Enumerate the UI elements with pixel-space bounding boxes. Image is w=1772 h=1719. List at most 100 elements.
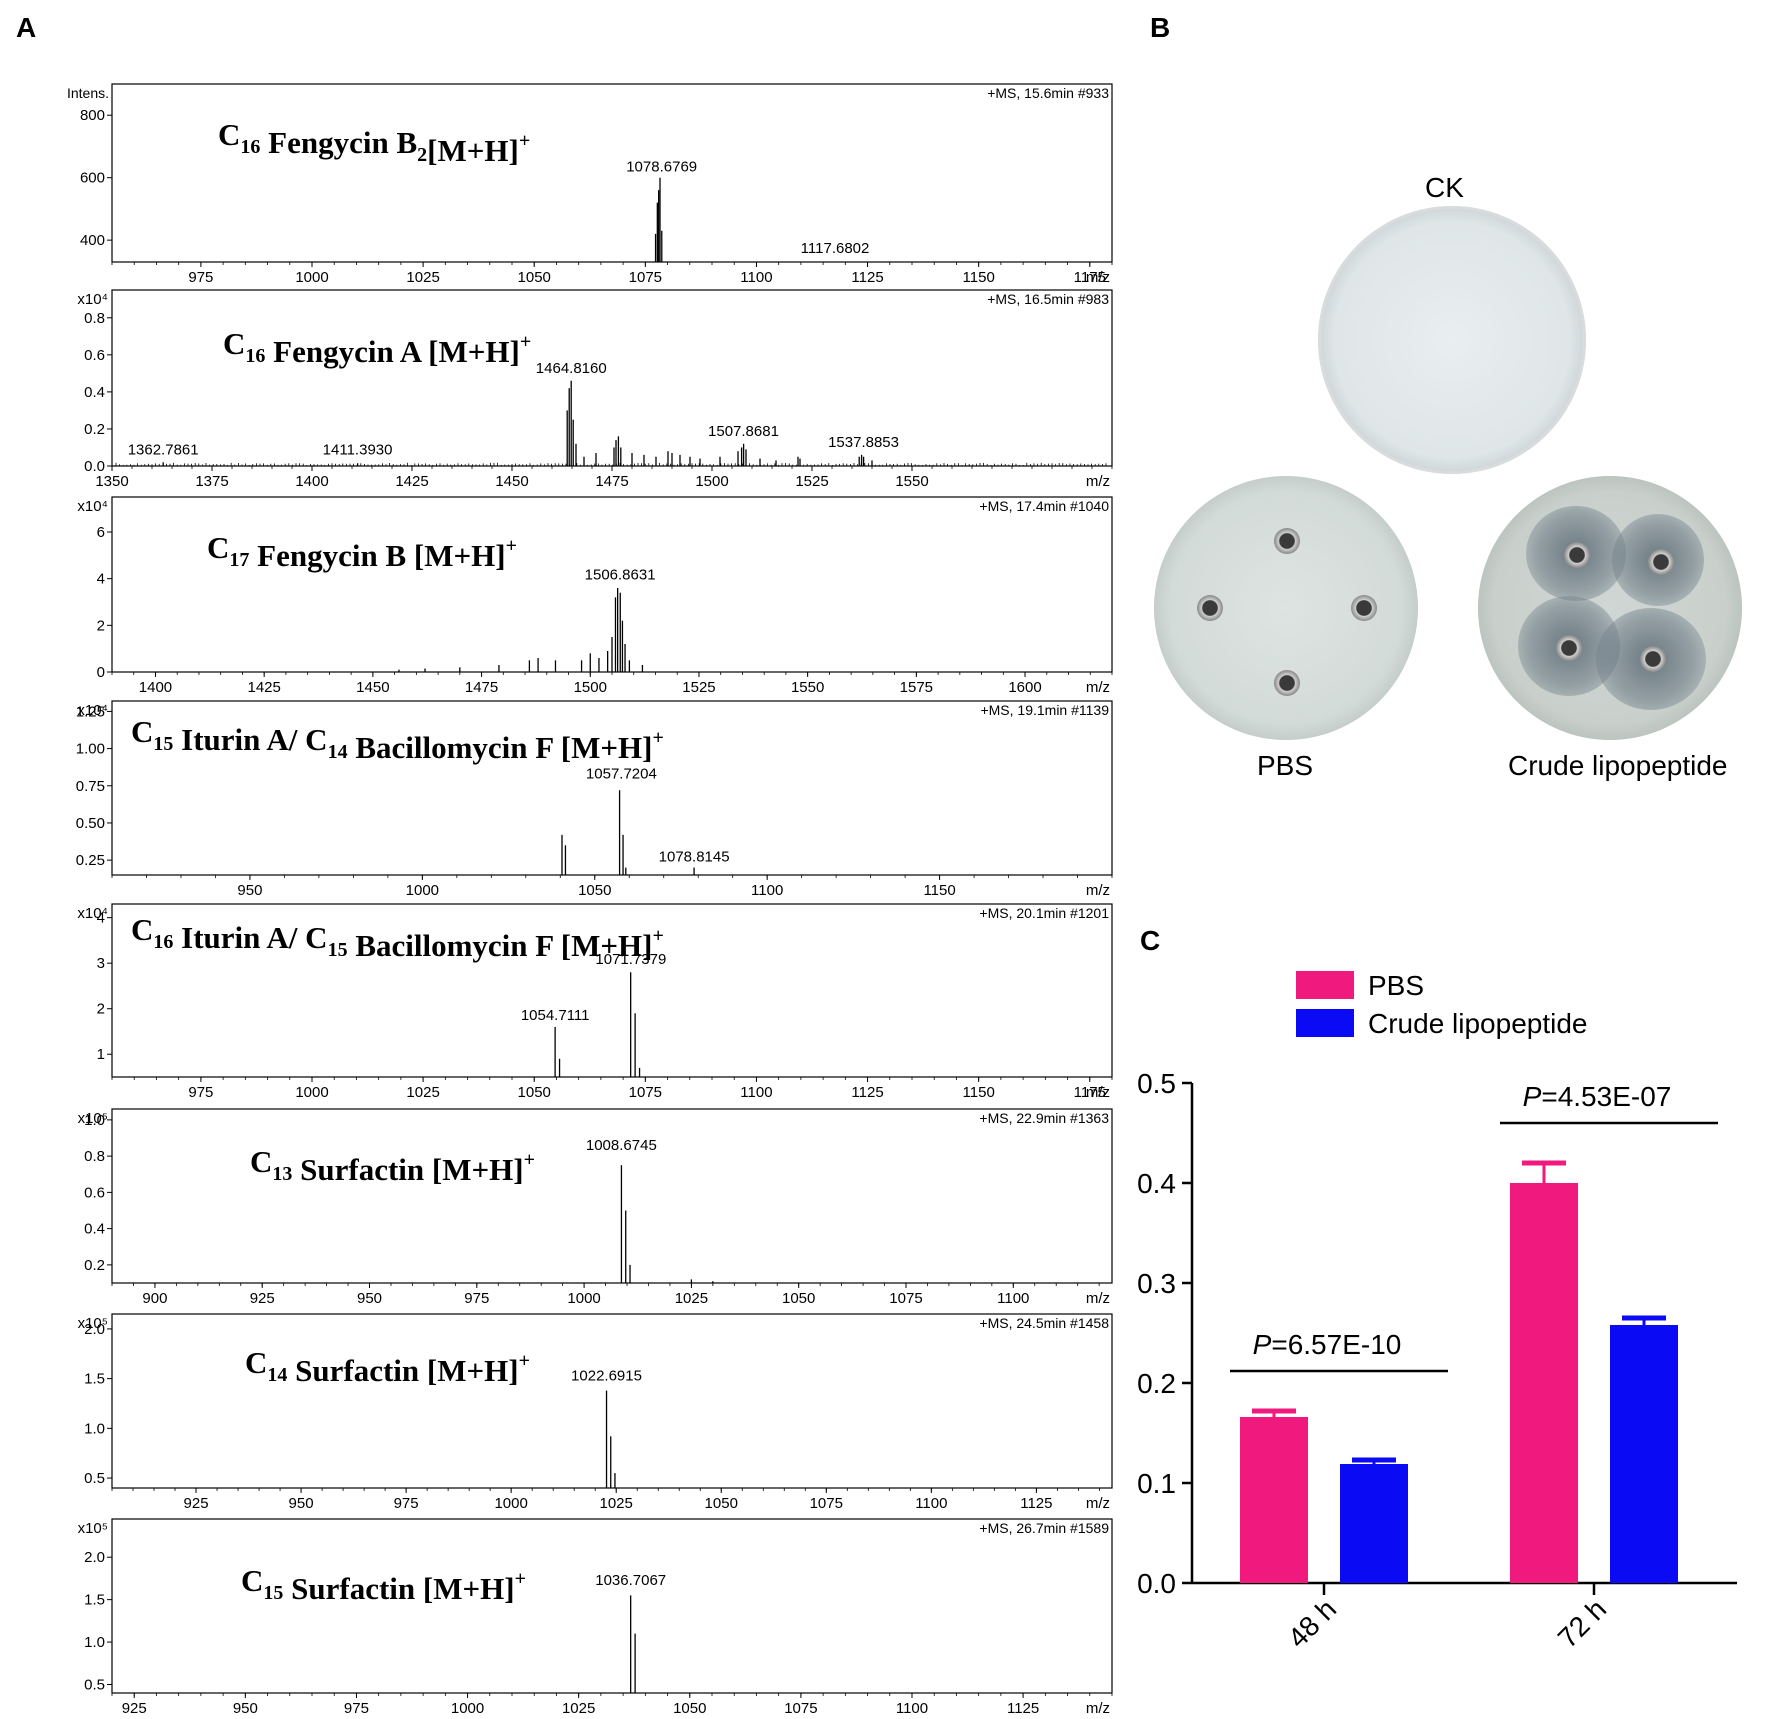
y-tick-label: 0.50 <box>76 815 105 832</box>
spectrum-frame <box>111 1313 1113 1489</box>
x-tick-label: 1050 <box>673 1700 706 1717</box>
x-tick-label: 1350 <box>95 473 128 490</box>
y-tick-label: 0.0 <box>84 458 105 475</box>
x-tick-label: 950 <box>237 882 262 899</box>
title-post: [M+H] <box>432 1152 524 1187</box>
x-tick-label: 1075 <box>629 269 662 286</box>
title-sub: 14 <box>267 1364 287 1386</box>
x-tick-label: 1025 <box>562 1700 595 1717</box>
title-pre: C <box>223 326 245 361</box>
title-sup: + <box>653 727 664 749</box>
peak-label: 1054.7111 <box>521 1007 590 1024</box>
legend-swatch-pbs <box>1296 971 1354 999</box>
y-tick-label: 0.5 <box>84 1470 105 1487</box>
title-mid: Surfactin <box>283 1571 423 1606</box>
peak-label: 1078.6769 <box>626 159 697 176</box>
y-tick-label: 0.4 <box>1137 1168 1176 1199</box>
compound-title: C14 Surfactin [M+H]+ <box>245 1345 530 1388</box>
title-sub: 15 <box>263 1582 283 1604</box>
well-pbs-top <box>1274 528 1300 554</box>
title-mid: Iturin A/ C <box>173 722 327 757</box>
x-tick-label: 1150 <box>923 882 955 899</box>
x-tick-label: 1450 <box>356 679 389 696</box>
peak-label: 1071.7379 <box>595 951 666 968</box>
x-tick-label: 1550 <box>791 679 824 696</box>
scan-info: +MS, 16.5min #983 <box>987 291 1109 307</box>
x-tick-label: 1500 <box>574 679 607 696</box>
panel-label-a: A <box>16 12 37 43</box>
y-tick-label: 0.2 <box>84 421 105 438</box>
y-tick-label: 0.8 <box>84 1148 105 1165</box>
mass-spectra-panel: 975 1000 1025 1050 1075 1100 1125 1150 1175m/z40… <box>67 83 1113 1717</box>
peak-label: 1117.6802 <box>801 240 870 257</box>
x-tick-label: 1075 <box>889 1290 922 1307</box>
title-mid: Surfactin <box>287 1353 427 1388</box>
x-tick-label: 1150 <box>963 269 995 286</box>
title-sub2: 15 <box>328 939 348 961</box>
well-crude-4 <box>1640 646 1666 672</box>
y-tick-label: 2 <box>97 617 105 634</box>
compound-title: C13 Surfactin [M+H]+ <box>250 1144 535 1187</box>
x-tick-label: 1000 <box>295 269 328 286</box>
title-post: [M+H] <box>427 1353 519 1388</box>
x-tick-label: 1400 <box>139 679 172 696</box>
p-value: =6.57E-10 <box>1271 1329 1401 1360</box>
spectrum-fengycin-b: 1400 1425 1450 1475 1500 1525 1550 1575 1600 m/z 0… <box>77 496 1113 696</box>
title-pre: C <box>207 530 229 565</box>
x-unit-label: m/z <box>1086 1290 1110 1307</box>
y-tick-label: 0.8 <box>84 310 105 327</box>
y-tick-label: 1.0 <box>84 1420 105 1437</box>
y-tick-label: 2.0 <box>84 1321 105 1338</box>
y-multiplier-label: x10⁴ <box>77 905 108 922</box>
intens-label: Intens. <box>67 85 109 101</box>
x-tick-label: 1000 <box>295 1084 328 1101</box>
x-tick-label: 1100 <box>740 269 772 286</box>
x-tick-label: 1050 <box>705 1495 738 1512</box>
title-sub: 17 <box>229 549 249 571</box>
spectrum-frame <box>111 1108 1113 1284</box>
peak-label: 1464.8160 <box>536 360 607 377</box>
title-sup: + <box>520 331 531 353</box>
bar-crude-48h <box>1340 1464 1408 1583</box>
x-tick-label: 1550 <box>895 473 928 490</box>
y-tick-label: 0.0 <box>1137 1568 1176 1599</box>
compound-title: C15 Surfactin [M+H]+ <box>241 1563 526 1606</box>
compound-title: C16 Fengycin B2[M+H]+ <box>218 117 530 168</box>
well-crude-1 <box>1564 542 1590 568</box>
title-sub2: 14 <box>328 741 348 763</box>
title-post: [M+H] <box>414 538 506 573</box>
y-multiplier-label: x10⁵ <box>78 1110 108 1127</box>
x-tick-label: 1075 <box>629 1084 662 1101</box>
compound-title: C16 Fengycin A [M+H]+ <box>223 326 531 369</box>
x-tick-label: 975 <box>464 1290 489 1307</box>
plate-label-crude: Crude lipopeptide <box>1508 750 1728 781</box>
spectrum-frame <box>111 289 1113 467</box>
y-multiplier-label: x10⁵ <box>78 1315 108 1332</box>
x-tick-label: 1400 <box>295 473 328 490</box>
x-tick-label: 1025 <box>406 269 439 286</box>
title-post: Bacillomycin F [M+H] <box>348 928 653 963</box>
peak-label: 1057.7204 <box>586 765 657 782</box>
y-tick-label: 0.25 <box>76 852 105 869</box>
scan-info: +MS, 26.7min #1589 <box>979 1520 1109 1536</box>
x-category-label: 48 h <box>1282 1593 1342 1653</box>
spectrum-frame <box>111 1518 1113 1694</box>
x-unit-label: m/z <box>1086 882 1110 899</box>
plate-crude <box>1478 476 1742 740</box>
legend-swatch-crude <box>1296 1009 1354 1037</box>
title-sup: + <box>519 130 530 152</box>
x-tick-label: 1000 <box>451 1700 484 1717</box>
title-sub: 16 <box>245 345 265 367</box>
title-mid: Surfactin <box>292 1152 432 1187</box>
y-tick-label: 600 <box>80 170 105 187</box>
x-tick-label: 1600 <box>1008 679 1041 696</box>
title-mid: Iturin A/ C <box>173 920 327 955</box>
title-post: [M+H] <box>428 334 520 369</box>
y-tick-label: 800 <box>80 107 105 124</box>
x-unit-label: m/z <box>1086 1084 1110 1101</box>
y-tick-label: 6 <box>97 524 105 541</box>
y-tick-label: 4 <box>97 571 105 588</box>
